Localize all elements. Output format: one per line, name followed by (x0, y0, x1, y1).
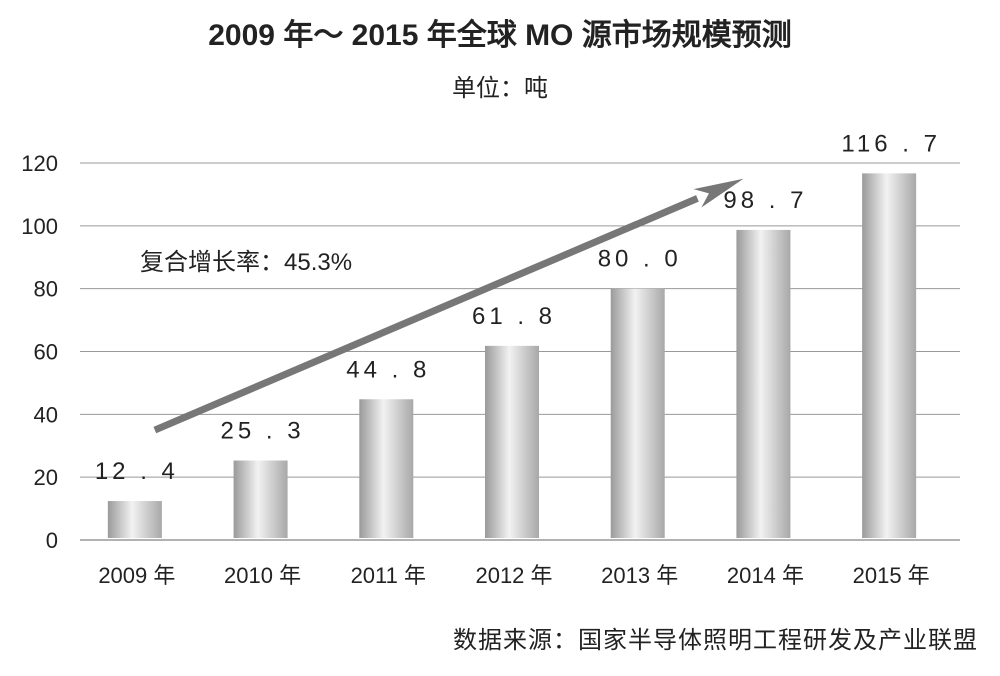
y-tick-label: 80 (34, 277, 58, 302)
y-tick-label: 40 (34, 402, 58, 427)
data-label: 61 . 8 (472, 303, 556, 330)
bar (359, 399, 414, 538)
chart-title: 2009 年～ 2015 年全球 MO 源市场规模预测 (208, 19, 792, 52)
x-tick-label: 2014 年 (727, 563, 804, 588)
x-tick-label: 2011 年 (351, 563, 426, 588)
trend-arrow-shaft (153, 195, 699, 434)
y-tick-label: 120 (21, 151, 58, 176)
trend-arrow-head (693, 178, 744, 208)
x-tick-label: 2015 年 (853, 563, 930, 588)
bar (233, 460, 288, 538)
x-tick-label: 2012 年 (475, 563, 552, 588)
bar (107, 501, 162, 538)
y-tick-label: 60 (34, 340, 58, 365)
bar (736, 229, 791, 539)
bar (610, 288, 665, 538)
y-tick-label: 0 (46, 528, 58, 553)
x-tick-label: 2009 年 (98, 563, 175, 588)
y-tick-label: 20 (34, 465, 58, 490)
y-tick-label: 100 (21, 214, 58, 239)
data-label: 98 . 7 (723, 187, 807, 214)
x-tick-label: 2013 年 (601, 563, 678, 588)
data-label: 44 . 8 (346, 356, 430, 383)
data-label: 80 . 0 (598, 246, 682, 273)
chart-unit: 单位：吨 (452, 75, 548, 102)
data-label: 116 . 7 (841, 130, 941, 157)
x-tick-label: 2010 年 (224, 563, 301, 588)
data-label: 25 . 3 (221, 418, 305, 445)
bar (862, 173, 917, 538)
data-source: 数据来源：国家半导体照明工程研发及产业联盟 (453, 627, 978, 654)
bar (485, 345, 539, 538)
growth-rate-annotation: 复合增长率：45.3% (140, 249, 352, 276)
data-label: 12 . 4 (95, 458, 179, 485)
